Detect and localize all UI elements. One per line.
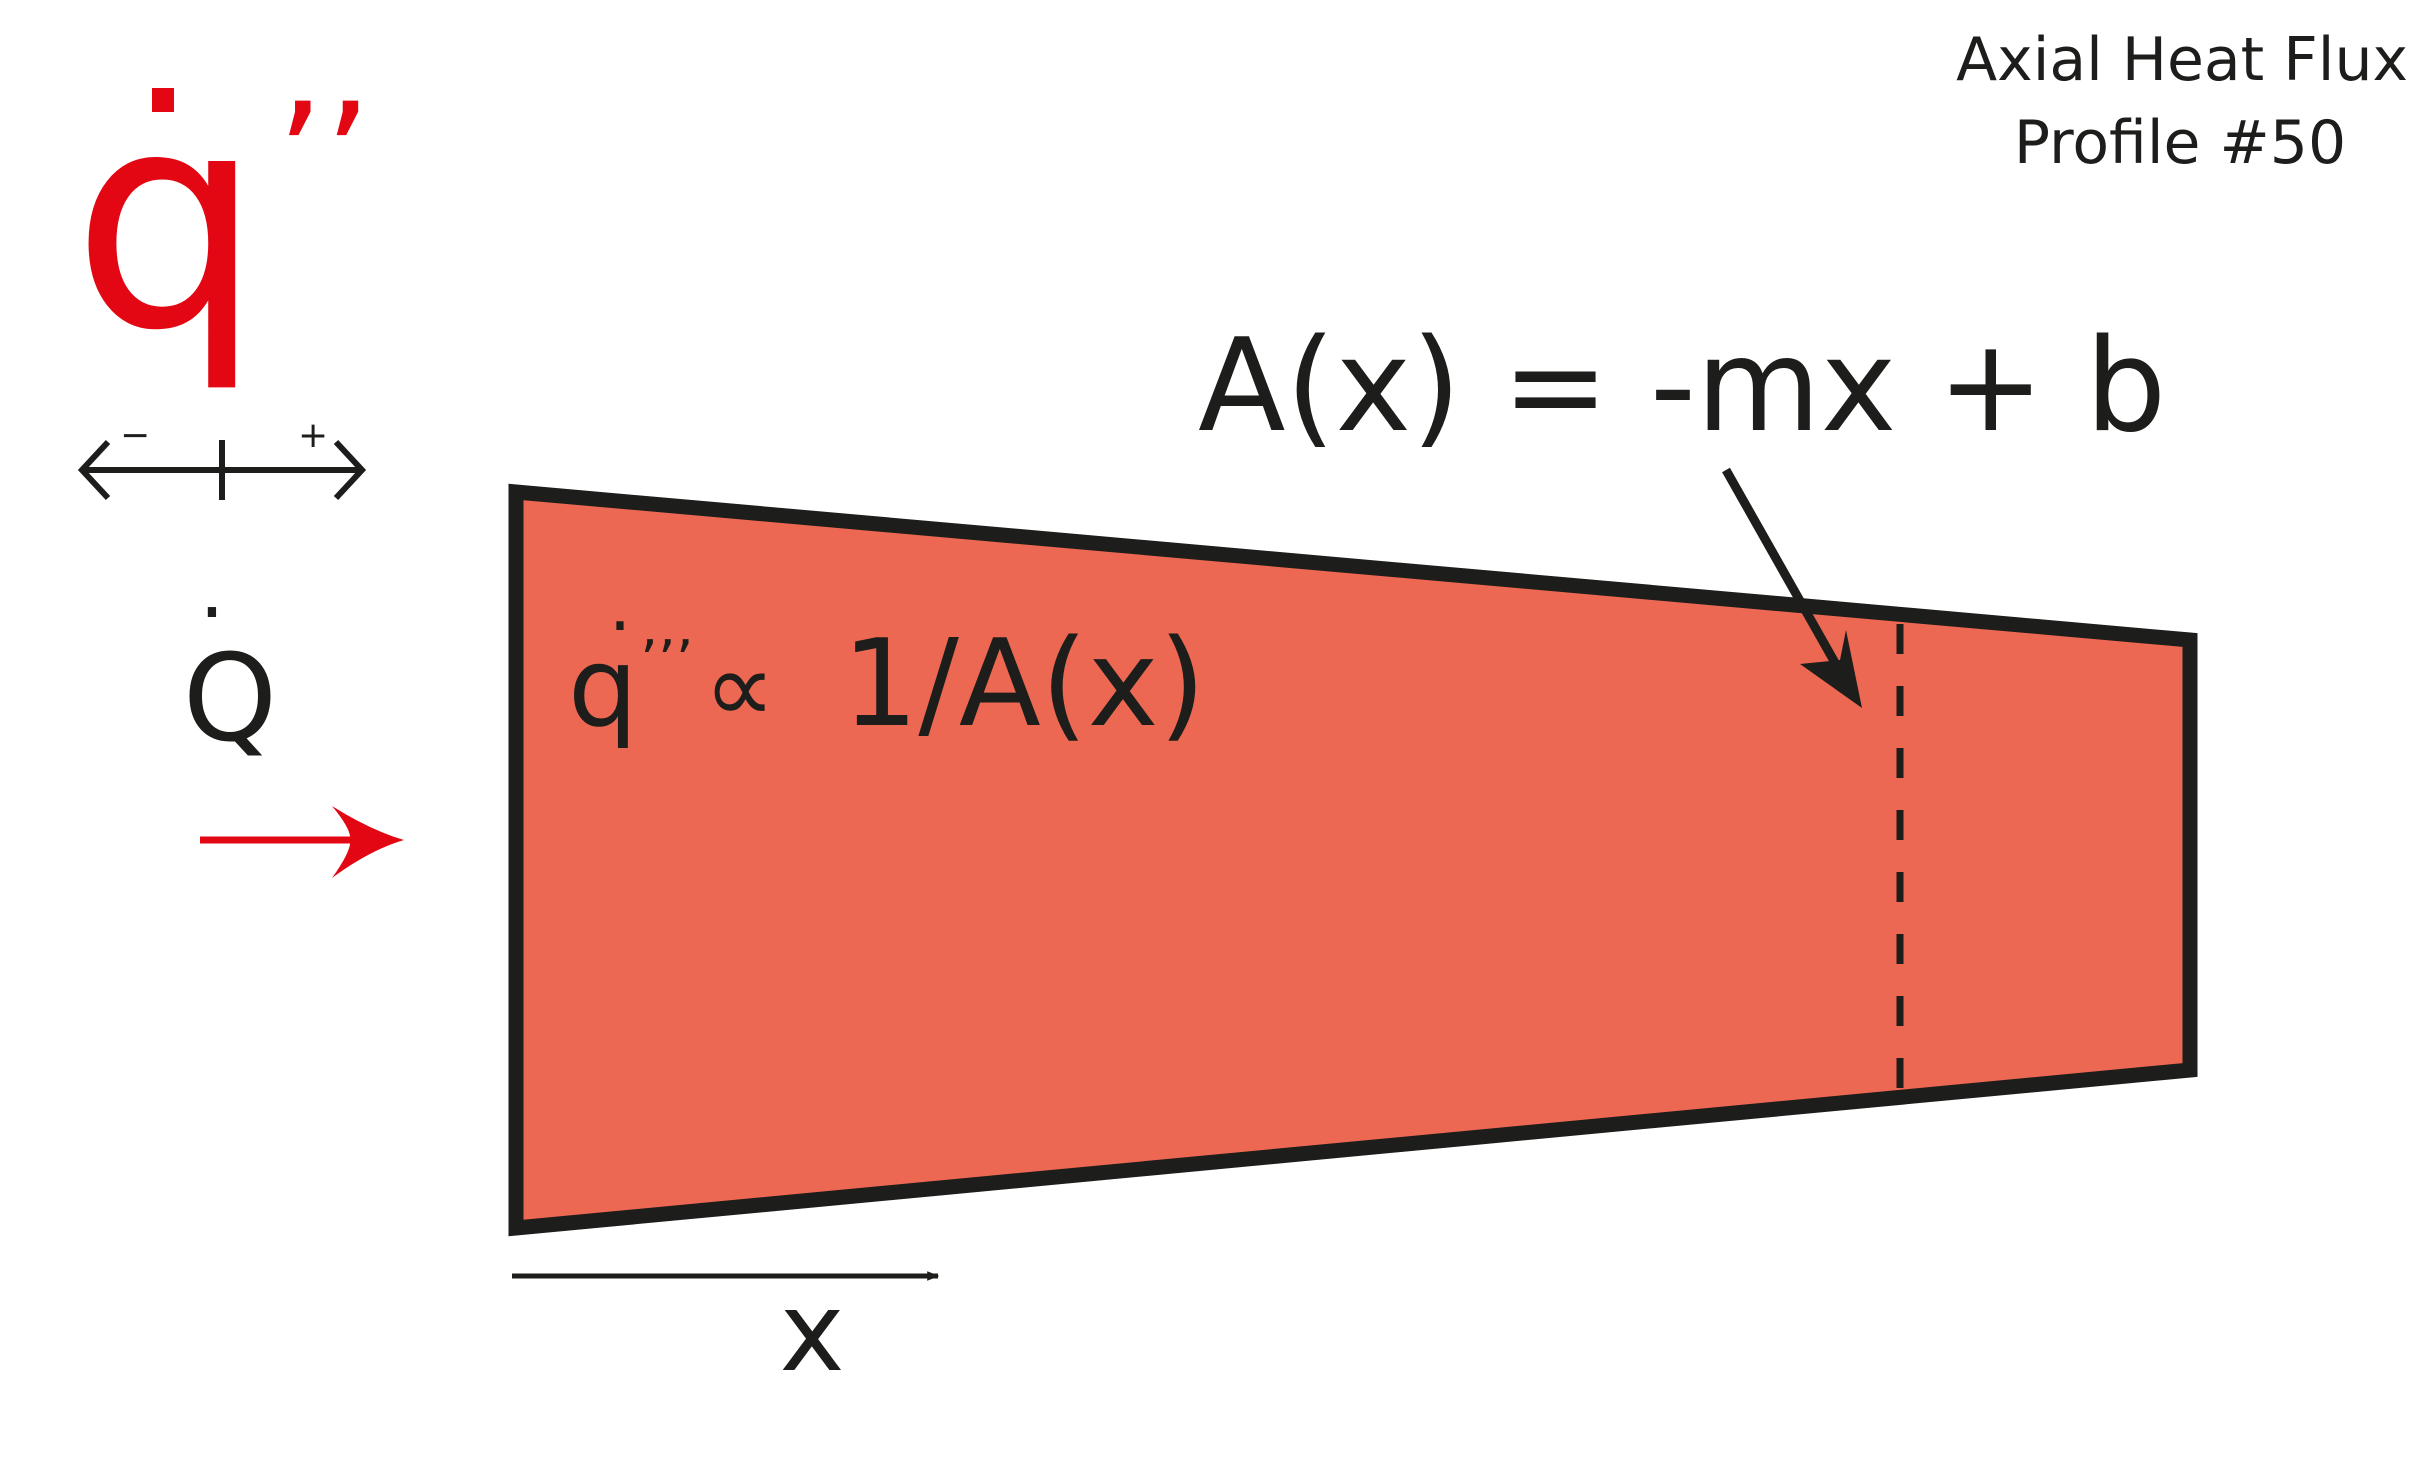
heat-input-label: · Q — [183, 566, 277, 769]
legend-plus-label: + — [298, 415, 328, 456]
legend-symbol-base: q — [72, 47, 262, 396]
x-axis-label: x — [779, 1268, 844, 1396]
legend-minus-label: − — [120, 415, 150, 456]
flux-relation-expression: 1/A(x) — [842, 615, 1206, 754]
area-equation: A(x) = -mx + b — [1198, 312, 2166, 461]
legend-heat-flux-symbol: q ’’ — [72, 47, 371, 396]
flux-relation-proportional: ∝ — [704, 629, 775, 746]
heat-input-symbol: Q — [183, 630, 277, 769]
tapered-body — [516, 492, 2190, 1228]
flux-relation-symbol: q — [568, 623, 638, 751]
right-arrow-icon — [200, 806, 404, 878]
title-line-2: Profile #50 — [2014, 108, 2346, 178]
flux-relation-primes: ’’’ — [640, 629, 693, 694]
title-line-1: Axial Heat Flux — [1956, 25, 2408, 95]
legend-symbol-primes: ’’ — [276, 72, 371, 246]
